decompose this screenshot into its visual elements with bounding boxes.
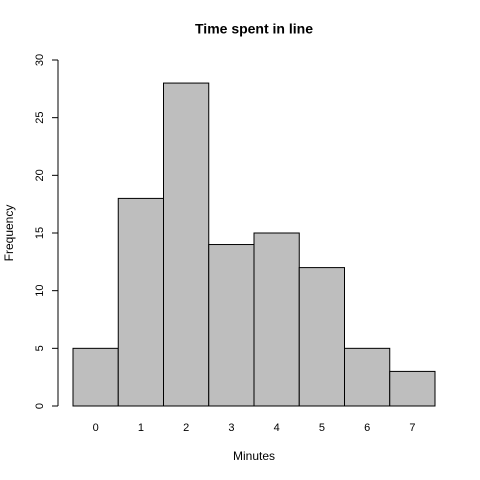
x-tick-label: 3 bbox=[228, 422, 234, 434]
y-tick-label: 0 bbox=[34, 403, 46, 409]
bar bbox=[344, 347, 391, 407]
bar bbox=[72, 347, 119, 407]
chart-title: Time spent in line bbox=[195, 21, 313, 37]
y-tick-label: 15 bbox=[34, 227, 46, 239]
x-axis-title: Minutes bbox=[233, 449, 275, 463]
x-tick-label: 7 bbox=[409, 422, 415, 434]
y-tick-label: 30 bbox=[34, 54, 46, 66]
x-tick-label: 2 bbox=[183, 422, 189, 434]
bar bbox=[163, 82, 210, 407]
bar bbox=[253, 232, 300, 407]
x-tick-label: 0 bbox=[93, 422, 99, 434]
bar bbox=[208, 244, 255, 407]
x-tick-label: 4 bbox=[274, 422, 280, 434]
bar bbox=[117, 197, 164, 407]
y-axis-title: Frequency bbox=[2, 205, 16, 262]
x-tick-label: 1 bbox=[138, 422, 144, 434]
y-tick-label: 10 bbox=[34, 285, 46, 297]
x-tick-label: 5 bbox=[319, 422, 325, 434]
y-tick-label: 20 bbox=[34, 169, 46, 181]
bar bbox=[389, 370, 436, 407]
y-tick-label: 25 bbox=[34, 112, 46, 124]
x-tick-label: 6 bbox=[364, 422, 370, 434]
bar bbox=[298, 267, 345, 407]
y-tick-label: 5 bbox=[34, 345, 46, 351]
